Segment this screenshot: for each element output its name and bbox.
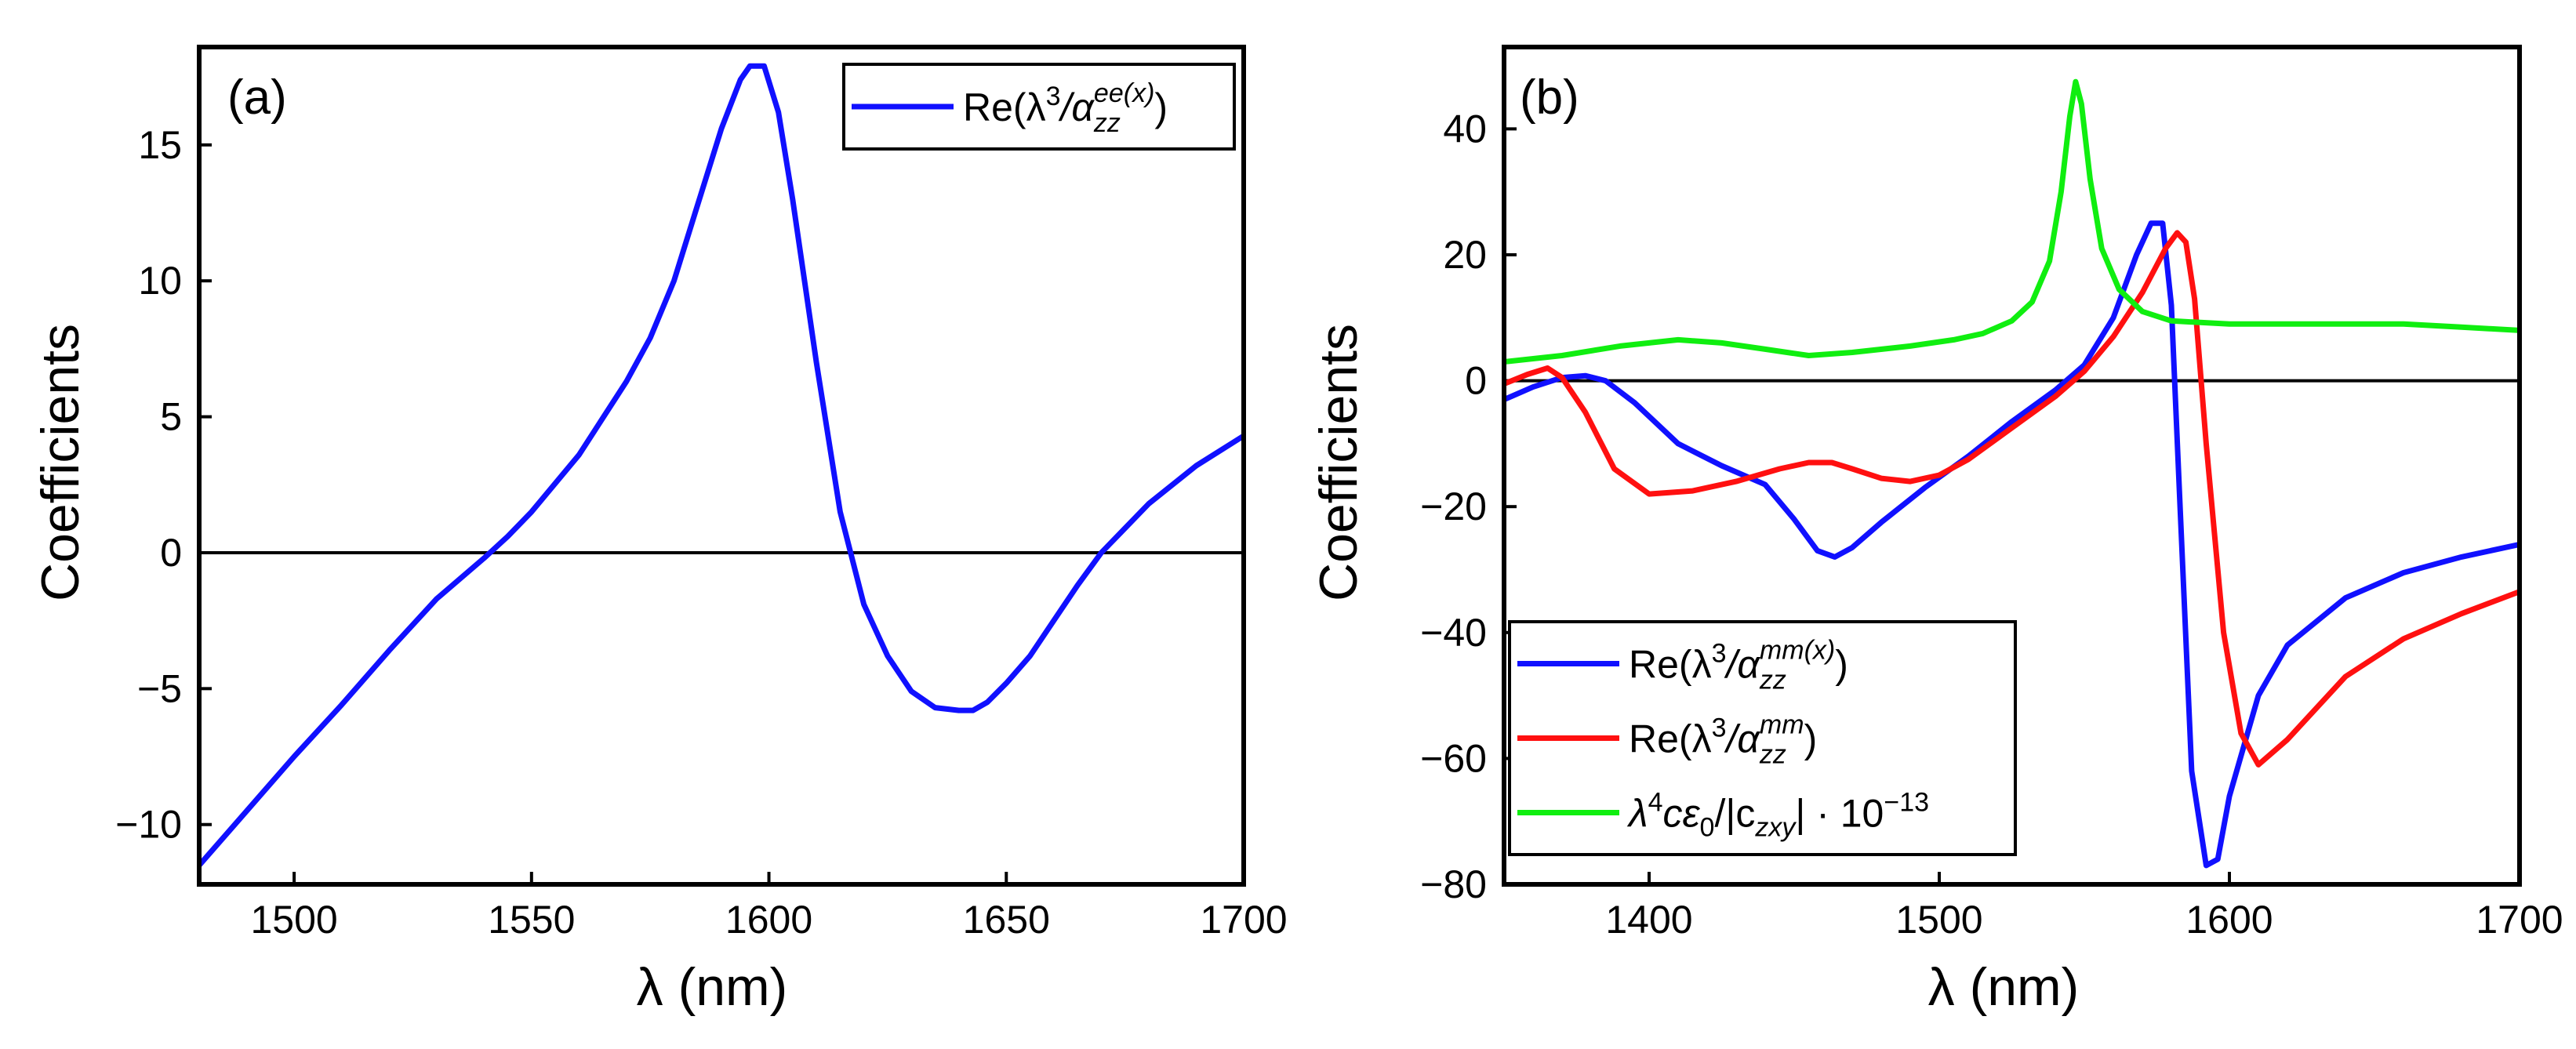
panel-a-series <box>199 63 1244 869</box>
y-tick-label: 5 <box>160 395 182 439</box>
x-tick-label: 1600 <box>2185 898 2273 942</box>
y-tick-label: 15 <box>138 123 182 167</box>
x-tick-label: 1650 <box>963 898 1050 942</box>
panel-a: 1500 1550 1600 1650 1700 −10 −5 0 5 10 15 (a) λ (n… <box>31 45 1288 1017</box>
panel-b-legend: Re(λ3/αzzmm(x)) Re(λ3/αzzmm) λ4cε0/|czxy| … <box>1508 620 2017 856</box>
panel-b: 1400 1500 1600 1700 −80 −60 −40 −20 0 20 40 (b) λ … <box>1309 45 2563 1017</box>
y-tick-label: 40 <box>1443 107 1487 151</box>
y-tick-label: 20 <box>1443 233 1487 277</box>
x-tick-label: 1550 <box>488 898 575 942</box>
legend-label-1: Re(λ3/αzzee(x)) <box>963 78 1168 138</box>
series-line-3 <box>1504 78 2520 365</box>
panel-b-frame <box>1502 45 2522 887</box>
y-tick-label: 0 <box>1465 359 1487 403</box>
panel-b-series <box>1504 78 2520 869</box>
panel-a-label: (a) <box>227 71 287 125</box>
legend-label-2: Re(λ3/αzzmm) <box>1629 710 1817 770</box>
panel-a-ticks: 1500 1550 1600 1650 1700 −10 −5 0 5 10 15 <box>115 123 1287 942</box>
x-tick-label: 1500 <box>250 898 337 942</box>
y-tick-label: −40 <box>1420 611 1487 655</box>
panel-b-ylabel: Coefficients <box>1309 324 1368 601</box>
panel-b-label: (b) <box>1520 71 1579 125</box>
y-tick-label: −60 <box>1420 736 1487 780</box>
x-tick-label: 1600 <box>725 898 812 942</box>
x-tick-label: 1700 <box>2476 898 2563 942</box>
legend-label-1: Re(λ3/αzzmm(x)) <box>1629 636 1848 695</box>
panel-a-frame <box>197 45 1246 887</box>
legend-label-3: λ4cε0/|czxy| · 10−13 <box>1626 788 1929 843</box>
y-tick-label: −20 <box>1420 485 1487 528</box>
x-tick-label: 1500 <box>1895 898 1982 942</box>
series-line-1 <box>1504 220 2520 869</box>
x-tick-label: 1700 <box>1200 898 1287 942</box>
y-tick-label: −10 <box>115 803 182 847</box>
panel-a-xlabel: λ (nm) <box>637 957 788 1017</box>
series-line-2 <box>1504 230 2520 768</box>
panel-b-xlabel: λ (nm) <box>1928 957 2080 1017</box>
y-tick-label: −80 <box>1420 862 1487 906</box>
x-tick-label: 1400 <box>1605 898 1692 942</box>
y-tick-label: −5 <box>137 666 182 710</box>
y-tick-label: 10 <box>138 259 182 303</box>
y-tick-label: 0 <box>160 531 182 575</box>
panel-b-ticks: 1400 1500 1600 1700 −80 −60 −40 −20 0 20 40 <box>1420 107 2563 942</box>
panel-a-ylabel: Coefficients <box>31 324 90 601</box>
series-line-1 <box>199 63 1244 869</box>
panel-a-legend: Re(λ3/αzzee(x)) <box>842 63 1236 151</box>
